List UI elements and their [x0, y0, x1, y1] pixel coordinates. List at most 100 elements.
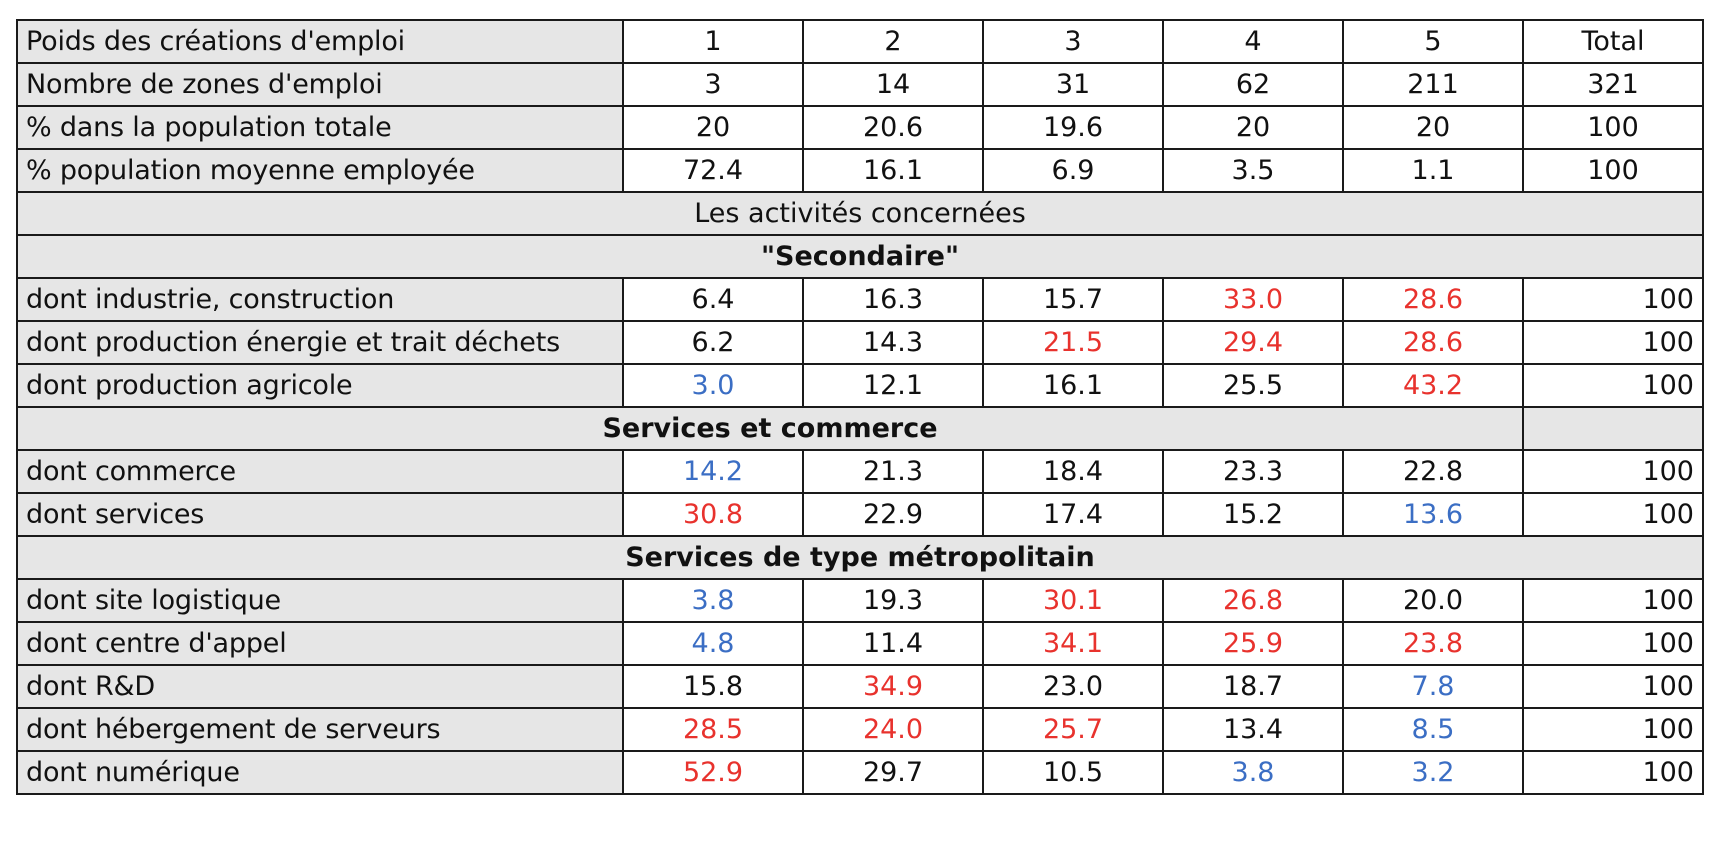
row-label: dont numérique [16, 750, 624, 795]
cell-value: 3.2 [1342, 750, 1524, 795]
cell-value: 52.9 [622, 750, 804, 795]
cell-value: 4 [1162, 19, 1344, 64]
cell-value: 30.8 [622, 492, 804, 537]
cell-value: 19.6 [982, 105, 1164, 150]
row-label: % dans la population totale [16, 105, 624, 150]
cell-value: 29.4 [1162, 320, 1344, 365]
cell-value: 14.2 [622, 449, 804, 494]
cell-value: 62 [1162, 62, 1344, 107]
data-row: dont production énergie et trait déchets… [16, 320, 1704, 365]
cell-value: 13.4 [1162, 707, 1344, 752]
row-label: % population moyenne employée [16, 148, 624, 193]
cell-total: 100 [1522, 750, 1704, 795]
cell-value: 211 [1342, 62, 1524, 107]
cell-value: 33.0 [1162, 277, 1344, 322]
data-row: dont centre d'appel 4.8 11.4 34.1 25.9 23.8 10… [16, 621, 1704, 666]
cell-total: Total [1522, 19, 1704, 64]
cell-value: 25.7 [982, 707, 1164, 752]
cell-value: 13.6 [1342, 492, 1524, 537]
cell-value: 72.4 [622, 148, 804, 193]
cell-value: 28.5 [622, 707, 804, 752]
section-header-services: Services et commerce [16, 406, 1704, 451]
cell-value: 23.3 [1162, 449, 1344, 494]
cell-value: 20.6 [802, 105, 984, 150]
cell-value: 28.6 [1342, 277, 1524, 322]
cell-value: 3 [982, 19, 1164, 64]
cell-value: 22.9 [802, 492, 984, 537]
cell-value: 12.1 [802, 363, 984, 408]
row-label: Poids des créations d'emploi [16, 19, 624, 64]
cell-value: 18.7 [1162, 664, 1344, 709]
cell-value: 16.3 [802, 277, 984, 322]
section-title: Services et commerce [16, 406, 1524, 451]
cell-total: 100 [1522, 363, 1704, 408]
header-row: % dans la population totale 20 20.6 19.6 20 2… [16, 105, 1704, 150]
cell-value: 43.2 [1342, 363, 1524, 408]
cell-value: 3.0 [622, 363, 804, 408]
cell-value: 25.9 [1162, 621, 1344, 666]
cell-value: 15.7 [982, 277, 1164, 322]
cell-value: 22.8 [1342, 449, 1524, 494]
cell-value: 16.1 [982, 363, 1164, 408]
empty-cell [1522, 406, 1704, 451]
cell-value: 3.8 [622, 578, 804, 623]
cell-value: 30.1 [982, 578, 1164, 623]
cell-total: 100 [1522, 621, 1704, 666]
cell-total: 100 [1522, 277, 1704, 322]
section-header-activities: Les activités concernées [16, 191, 1704, 236]
cell-value: 23.0 [982, 664, 1164, 709]
row-label: dont centre d'appel [16, 621, 624, 666]
cell-value: 34.9 [802, 664, 984, 709]
data-row: dont commerce 14.2 21.3 18.4 23.3 22.8 100 [16, 449, 1704, 494]
cell-total: 100 [1522, 449, 1704, 494]
cell-total: 321 [1522, 62, 1704, 107]
cell-value: 26.8 [1162, 578, 1344, 623]
section-header-secondaire: "Secondaire" [16, 234, 1704, 279]
cell-value: 21.3 [802, 449, 984, 494]
cell-value: 25.5 [1162, 363, 1344, 408]
cell-total: 100 [1522, 664, 1704, 709]
cell-value: 15.8 [622, 664, 804, 709]
section-title: Les activités concernées [16, 191, 1704, 236]
header-row: Nombre de zones d'emploi 3 14 31 62 211 321 [16, 62, 1704, 107]
header-row: Poids des créations d'emploi 1 2 3 4 5 Total [16, 19, 1704, 64]
cell-value: 34.1 [982, 621, 1164, 666]
data-row: dont site logistique 3.8 19.3 30.1 26.8 20.0 1… [16, 578, 1704, 623]
cell-total: 100 [1522, 578, 1704, 623]
data-row: dont production agricole 3.0 12.1 16.1 25.5 4… [16, 363, 1704, 408]
cell-total: 100 [1522, 492, 1704, 537]
cell-value: 18.4 [982, 449, 1164, 494]
cell-value: 6.2 [622, 320, 804, 365]
row-label: dont production agricole [16, 363, 624, 408]
cell-total: 100 [1522, 707, 1704, 752]
section-title: Services de type métropolitain [16, 535, 1704, 580]
row-label: dont services [16, 492, 624, 537]
cell-value: 5 [1342, 19, 1524, 64]
cell-value: 3 [622, 62, 804, 107]
cell-value: 1.1 [1342, 148, 1524, 193]
cell-value: 2 [802, 19, 984, 64]
cell-value: 1 [622, 19, 804, 64]
row-label: dont industrie, construction [16, 277, 624, 322]
cell-value: 24.0 [802, 707, 984, 752]
data-row: dont R&D 15.8 34.9 23.0 18.7 7.8 100 [16, 664, 1704, 709]
section-title: "Secondaire" [16, 234, 1704, 279]
cell-value: 14.3 [802, 320, 984, 365]
cell-value: 23.8 [1342, 621, 1524, 666]
cell-value: 20.0 [1342, 578, 1524, 623]
cell-value: 3.5 [1162, 148, 1344, 193]
cell-value: 15.2 [1162, 492, 1344, 537]
cell-value: 8.5 [1342, 707, 1524, 752]
cell-total: 100 [1522, 105, 1704, 150]
cell-total: 100 [1522, 148, 1704, 193]
data-row: dont industrie, construction 6.4 16.3 15.7 3… [16, 277, 1704, 322]
cell-value: 20 [1162, 105, 1344, 150]
cell-total: 100 [1522, 320, 1704, 365]
cell-value: 11.4 [802, 621, 984, 666]
cell-value: 16.1 [802, 148, 984, 193]
row-label: dont R&D [16, 664, 624, 709]
row-label: dont site logistique [16, 578, 624, 623]
cell-value: 14 [802, 62, 984, 107]
row-label: Nombre de zones d'emploi [16, 62, 624, 107]
cell-value: 4.8 [622, 621, 804, 666]
